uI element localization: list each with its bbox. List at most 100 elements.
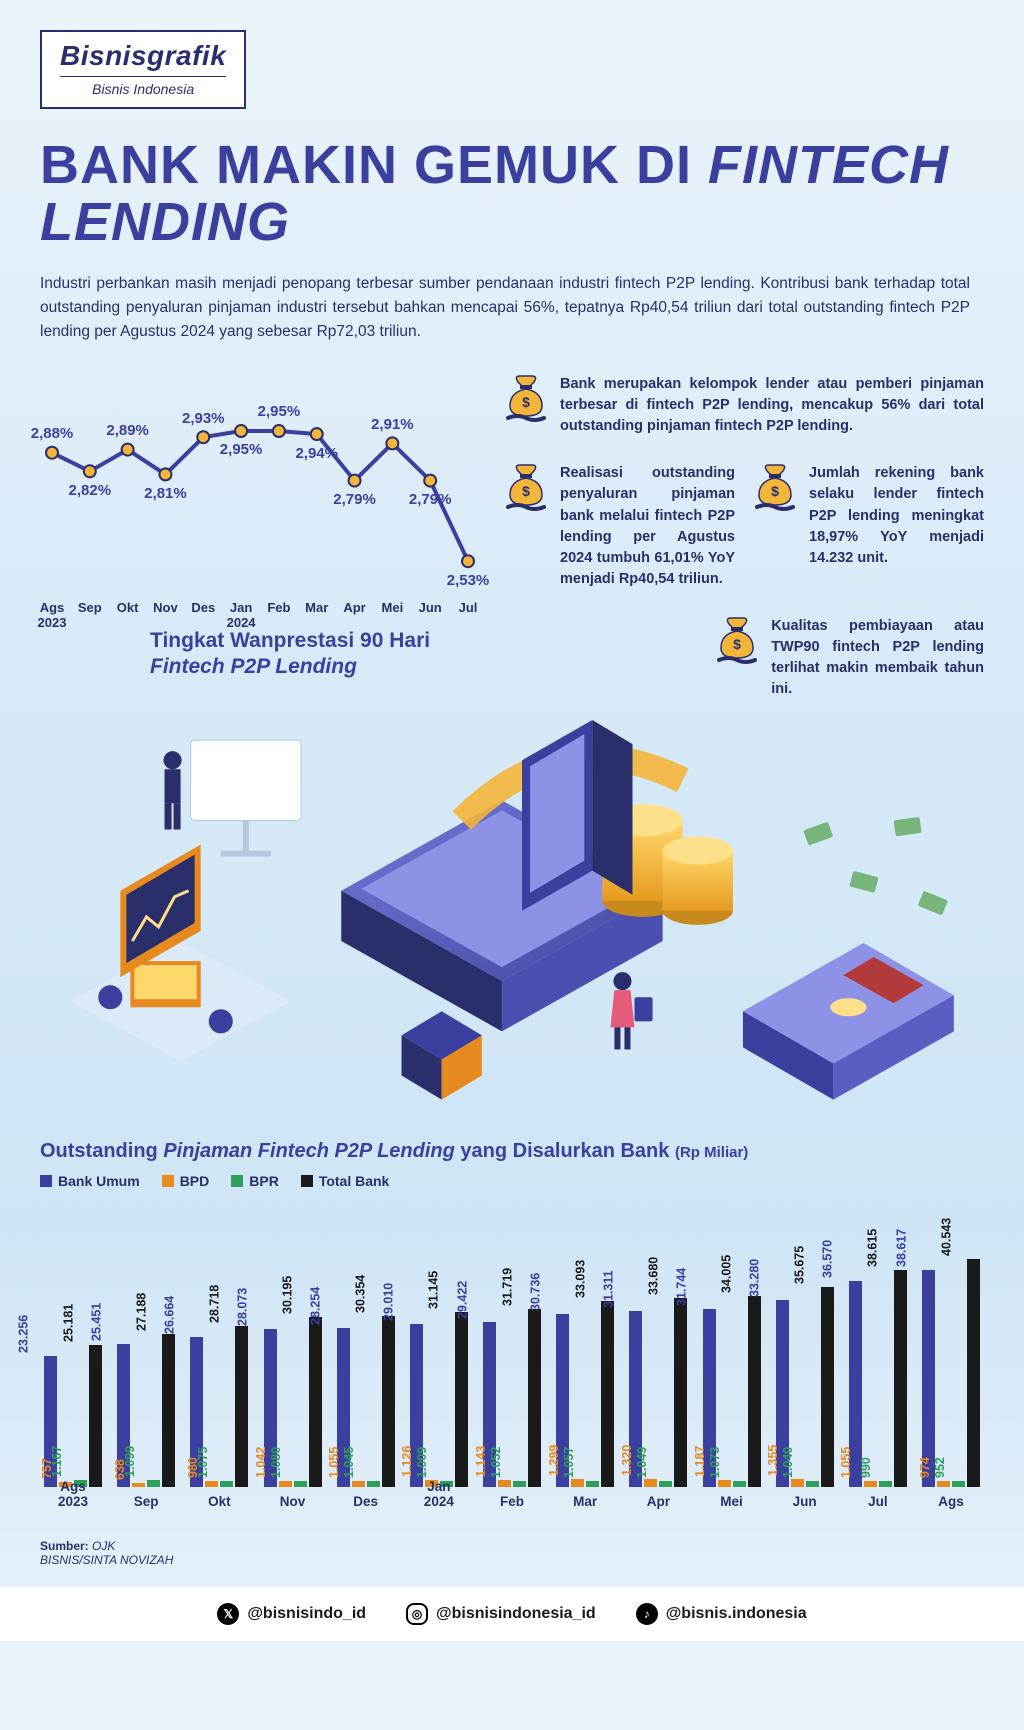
fact-item: $ Kualitas pembiayaan atau TWP90 fintech… (715, 616, 984, 700)
bar-month-label: Jul (868, 1494, 888, 1509)
bar: 1.075 (220, 1481, 233, 1487)
bar: 1.099 (147, 1480, 160, 1486)
bar-group: 30.7361.2991.05733.093 (556, 1301, 614, 1487)
bar-value-label: 28.718 (207, 1284, 221, 1325)
tiktok-icon: ♪ (636, 1603, 658, 1625)
intro-paragraph: Industri perbankan masih menjadi penopan… (40, 272, 970, 344)
bar-group: 25.4516381.09927.188 (117, 1334, 175, 1487)
bar-group: 36.5701.05599038.615 (849, 1270, 907, 1487)
bar-value-label: 31.744 (674, 1267, 688, 1308)
legend-item: Total Bank (301, 1173, 390, 1189)
bar: 638 (132, 1483, 145, 1487)
bar-value-label: 34.005 (719, 1255, 733, 1296)
bar-month-label: Ags2023 (58, 1479, 88, 1509)
bar-value-label: 1.040 (781, 1447, 795, 1481)
bar-month-label: Nov (280, 1494, 306, 1509)
bar-value-label: 990 (859, 1457, 873, 1481)
bar-month-label: Sep (134, 1494, 159, 1509)
social-bar: 𝕏@bisnisindo_id ◎@bisnisindonesia_id ♪@b… (0, 1587, 1024, 1641)
line-month-label: Feb (267, 600, 290, 615)
bar-value-label: 1.055 (839, 1446, 853, 1480)
legend-swatch (162, 1175, 174, 1187)
bar-month-label: Okt (208, 1494, 231, 1509)
bar: 35.675 (821, 1287, 834, 1487)
bar-chart-title: Outstanding Pinjaman Fintech P2P Lending… (40, 1140, 984, 1163)
money-bag-icon: $ (504, 463, 548, 513)
fact-item: $ Jumlah rekening bank selaku lender fin… (753, 463, 984, 589)
bar: 1.055 (864, 1481, 877, 1487)
line-month-label: Jul (459, 600, 478, 615)
source-label: Sumber: (40, 1539, 89, 1553)
bar-month-label: Feb (500, 1494, 524, 1509)
bar: 990 (879, 1481, 892, 1487)
bar-value-label: 1.057 (562, 1446, 576, 1480)
line-value-label: 2,82% (69, 482, 112, 499)
line-month-label: Ags2023 (38, 600, 67, 630)
bar: 27.188 (162, 1334, 175, 1487)
svg-text:$: $ (771, 483, 779, 499)
line-value-label: 2,94% (295, 445, 338, 462)
bar-month-label: Des (353, 1494, 378, 1509)
bar: 25.181 (89, 1345, 102, 1486)
bar-value-label: 25.451 (89, 1303, 103, 1344)
social-instagram: ◎@bisnisindonesia_id (406, 1603, 596, 1625)
bar-value-label: 40.543 (939, 1218, 953, 1259)
bar-month-label: Mar (573, 1494, 597, 1509)
bar: 1.040 (806, 1481, 819, 1487)
bar-value-label: 974 (918, 1457, 932, 1481)
legend-swatch (301, 1175, 313, 1187)
bar-month-label: Apr (647, 1494, 670, 1509)
bar-title-italic: Pinjaman Fintech P2P Lending (163, 1140, 460, 1162)
money-bag-icon: $ (504, 374, 548, 424)
fact-item: $ Bank merupakan kelompok lender atau pe… (504, 374, 984, 437)
bar-value-label: 1.143 (473, 1446, 487, 1480)
bar-value-label: 26.664 (162, 1296, 176, 1337)
hero-illustration (40, 710, 984, 1130)
fact-item: $ Realisasi outstanding penyaluran pinja… (504, 463, 735, 589)
bar: 1.049 (659, 1481, 672, 1487)
bar-value-label: 27.188 (134, 1293, 148, 1334)
bar-value-label: 30.195 (280, 1276, 294, 1317)
bar-value-label: 30.354 (354, 1275, 368, 1316)
line-value-label: 2,91% (371, 416, 414, 433)
bar-group: 31.7441.1871.07334.005 (703, 1296, 761, 1487)
bar: 34.005 (748, 1296, 761, 1487)
bar-value-label: 29.422 (455, 1280, 469, 1321)
line-value-label: 2,95% (220, 441, 263, 458)
bar-value-label: 1.320 (620, 1445, 634, 1479)
line-value-label: 2,89% (106, 422, 149, 439)
svg-text:$: $ (522, 483, 530, 499)
bar-value-label: 31.719 (500, 1267, 514, 1308)
bar-chart-outstanding: 23.2567571.16725.181Ags202325.4516381.09… (40, 1195, 980, 1525)
bar-value-label: 1.045 (342, 1446, 356, 1480)
brand-box: Bisnisgrafik Bisnis Indonesia (40, 30, 246, 109)
bar-value-label: 1.055 (327, 1446, 341, 1480)
bar: 30.354 (382, 1316, 395, 1486)
bar: 974 (937, 1481, 950, 1486)
bar-value-label: 1.187 (693, 1446, 707, 1480)
bar-chart-legend: Bank UmumBPDBPRTotal Bank (40, 1173, 984, 1189)
bar-value-label: 29.010 (382, 1283, 396, 1324)
x-icon: 𝕏 (217, 1603, 239, 1625)
facts-column: $ Bank merupakan kelompok lender atau pe… (504, 374, 984, 699)
bar-value-label: 1.052 (488, 1446, 502, 1480)
legend-swatch (40, 1175, 52, 1187)
bar: 38.617 (922, 1270, 935, 1487)
bar-group: 23.2567571.16725.181 (44, 1345, 102, 1486)
bar-value-label: 1.299 (547, 1445, 561, 1479)
bar-value-label: 25.181 (61, 1304, 75, 1345)
bar-value-label: 1.080 (269, 1446, 283, 1480)
bar-value-label: 30.736 (528, 1273, 542, 1314)
bar-value-label: 1.075 (196, 1446, 210, 1480)
bar-month-label: Jan2024 (424, 1479, 454, 1509)
bar: 1.057 (586, 1481, 599, 1487)
bar-value-label: 33.093 (573, 1260, 587, 1301)
brand-subtitle: Bisnis Indonesia (60, 76, 226, 97)
line-value-label: 2,53% (447, 572, 490, 589)
line-month-label: Jan2024 (227, 600, 256, 630)
bar: 952 (952, 1481, 965, 1486)
line-month-label: Apr (343, 600, 365, 615)
bar: 1.045 (367, 1481, 380, 1487)
bar-group: 26.6649801.07528.718 (190, 1326, 248, 1487)
bar-title-suffix: yang Disalurkan Bank (460, 1140, 675, 1162)
